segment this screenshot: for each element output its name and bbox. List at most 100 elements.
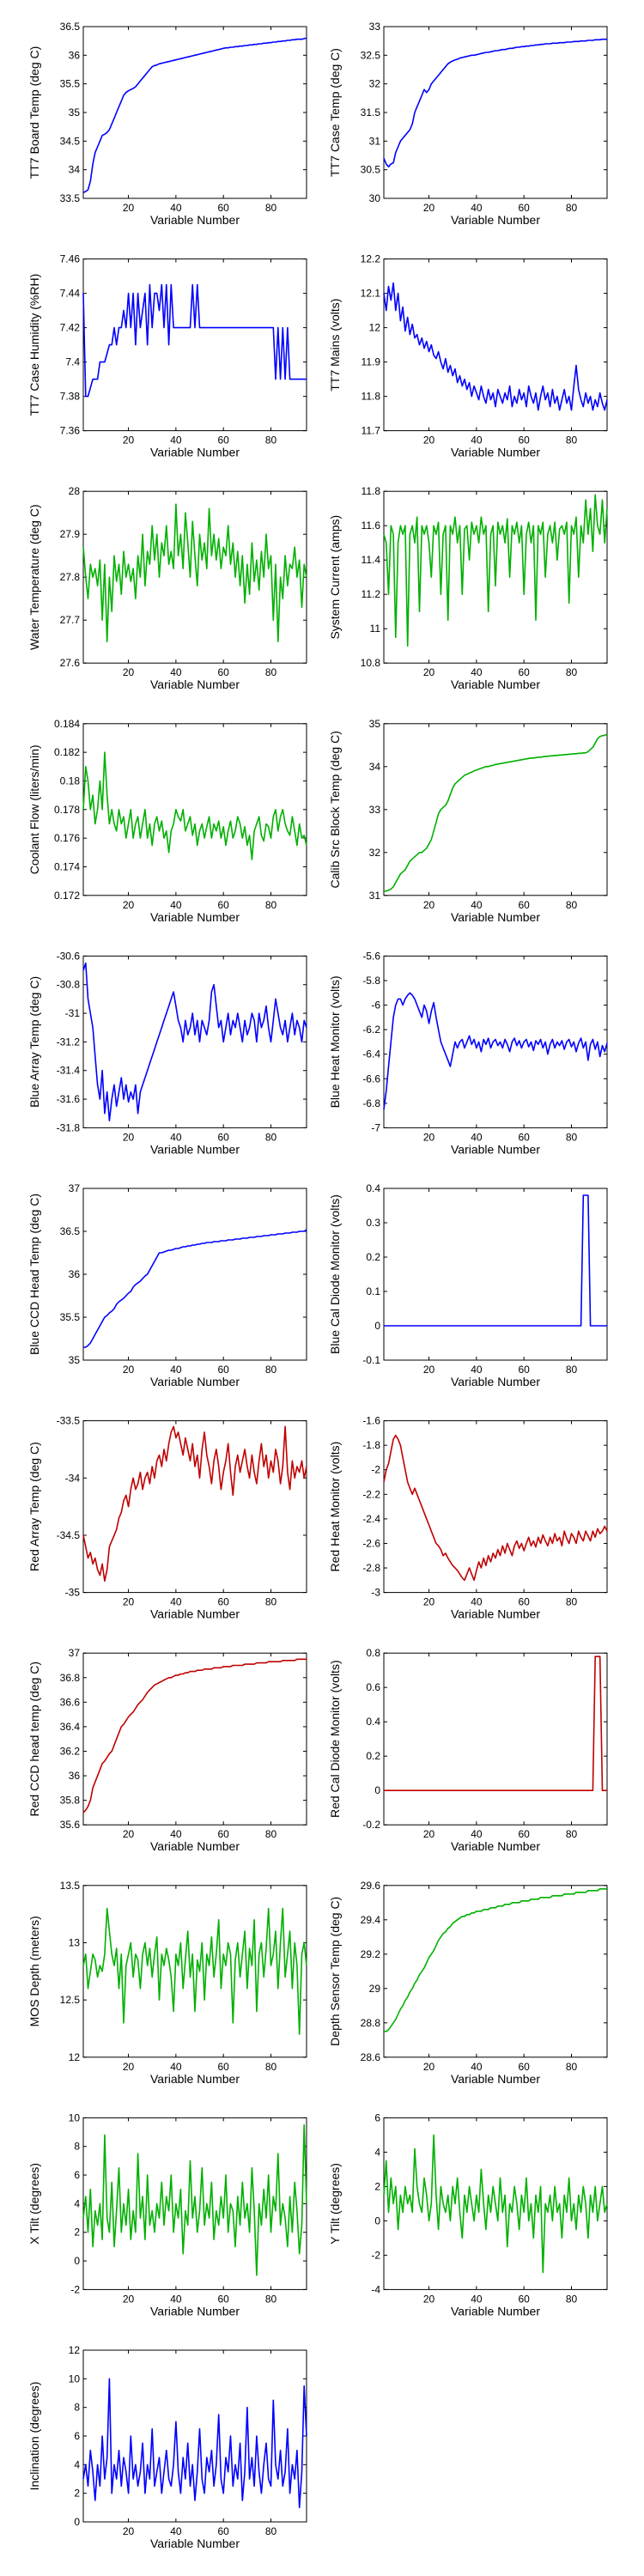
y-tick-label: 0.182: [54, 746, 80, 758]
series-line: [82, 2378, 307, 2509]
x-tick-label: 60: [218, 434, 230, 447]
y-tick-label: 30: [369, 192, 381, 204]
x-tick-label: 40: [471, 1828, 483, 1840]
x-tick-label: 60: [218, 899, 230, 911]
y-tick-label: 0.18: [60, 775, 81, 787]
y-tick-label: 4: [74, 2197, 80, 2209]
y-tick-label: 32: [369, 78, 381, 90]
y-axis-label: TT7 Case Temp (deg C): [328, 48, 342, 177]
x-tick-label: 40: [170, 2061, 182, 2073]
x-tick-label: 80: [265, 1131, 277, 1143]
chart-panel-15: 35.6 35.8 36 36.2 36.4 36.6 36.8 37 20 40 60 80 Vari…: [27, 1647, 307, 1853]
y-tick-label: 2: [74, 2227, 80, 2239]
y-tick-label: 0.1: [366, 1285, 380, 1297]
x-tick-label: 60: [519, 1364, 531, 1376]
y-tick-label: -31.2: [57, 1036, 81, 1048]
y-tick-label: 7.4: [65, 356, 80, 368]
y-tick-label: 34: [369, 761, 381, 773]
x-tick-label: 20: [423, 1364, 435, 1376]
x-tick-label: 40: [471, 1364, 483, 1376]
x-tick-label: 80: [265, 202, 277, 214]
y-axis-label: Depth Sensor Temp (deg C): [328, 1897, 342, 2046]
y-tick-label: 7.38: [60, 391, 81, 403]
x-axis-label: Variable Number: [150, 2072, 240, 2086]
x-tick-label: 80: [566, 899, 578, 911]
y-tick-label: 0.6: [366, 1681, 380, 1693]
series-line: [383, 2134, 608, 2274]
y-tick-label: 11: [370, 623, 381, 635]
y-axis-label: TT7 Board Temp (deg C): [27, 46, 41, 179]
x-axis-label: Variable Number: [451, 1142, 540, 1156]
x-tick-label: 40: [471, 202, 483, 214]
x-tick-label: 80: [265, 2525, 277, 2537]
y-tick-label: -2: [371, 2249, 380, 2261]
y-tick-label: 36: [69, 1770, 81, 1782]
x-tick-label: 60: [519, 899, 531, 911]
x-tick-label: 60: [519, 202, 531, 214]
x-tick-label: 80: [265, 1596, 277, 1608]
y-tick-label: 36.5: [60, 1225, 81, 1237]
y-tick-label: 36.6: [60, 1696, 81, 1708]
y-tick-label: -34: [65, 1472, 81, 1484]
y-tick-label: -6.2: [362, 1024, 380, 1036]
y-axis-label: Blue Cal Diode Monitor (volts): [328, 1194, 342, 1354]
y-tick-label: 0: [374, 1320, 380, 1332]
y-tick-label: 7.36: [60, 425, 81, 437]
y-tick-label: 36.8: [60, 1672, 81, 1684]
y-tick-label: 11.4: [361, 554, 381, 566]
chart-panel-19: -2 0 2 4 6 8 10 20 40 60 80 Variable Number X Tilt (…: [27, 2111, 307, 2318]
plot-frame: [383, 723, 608, 896]
y-tick-label: 13: [69, 1936, 81, 1948]
x-tick-label: 60: [218, 2293, 230, 2305]
y-tick-label: 12: [69, 2344, 81, 2356]
series-line: [383, 1434, 608, 1582]
y-tick-label: -0.2: [362, 1819, 380, 1831]
y-axis-label: Calib Src Block Temp (deg C): [328, 731, 342, 888]
x-tick-label: 40: [170, 899, 182, 911]
chart-panel-10: -7 -6.8 -6.6 -6.4 -6.2 -6 -5.8 -5.6 20 40 60 80 Vari…: [328, 950, 608, 1156]
x-tick-label: 20: [123, 666, 135, 678]
x-tick-label: 80: [566, 1364, 578, 1376]
y-tick-label: 35.5: [60, 78, 81, 90]
y-tick-label: -2.8: [362, 1562, 380, 1574]
x-tick-label: 20: [123, 434, 135, 447]
x-axis-label: Variable Number: [150, 213, 240, 227]
y-axis-label: Inclination (degrees): [27, 2382, 41, 2491]
x-tick-label: 20: [123, 2293, 135, 2305]
x-tick-label: 40: [170, 1596, 182, 1608]
y-tick-label: 30.5: [361, 164, 381, 176]
series-line: [82, 751, 307, 860]
y-tick-label: 35.6: [60, 1819, 81, 1831]
y-tick-label: 0: [374, 1784, 380, 1796]
x-tick-label: 60: [218, 666, 230, 678]
y-tick-label: 11.7: [361, 425, 381, 437]
x-tick-label: 40: [471, 899, 483, 911]
y-tick-label: 12.5: [60, 1994, 81, 2006]
series-line: [83, 1229, 307, 1348]
plot-frame: [383, 1885, 608, 2058]
y-tick-label: -2: [371, 1464, 380, 1476]
y-tick-label: -2.6: [362, 1537, 380, 1549]
x-tick-label: 60: [519, 434, 531, 447]
x-tick-label: 20: [423, 2293, 435, 2305]
series-line: [82, 1907, 307, 2035]
x-tick-label: 20: [123, 1596, 135, 1608]
y-tick-label: 10: [69, 2372, 81, 2385]
y-tick-label: 35.5: [60, 1311, 81, 1323]
x-tick-label: 40: [170, 202, 182, 214]
x-tick-label: 80: [265, 666, 277, 678]
y-tick-label: 36.5: [60, 21, 81, 33]
y-tick-label: 35.8: [60, 1795, 81, 1807]
x-tick-label: 80: [265, 1364, 277, 1376]
chart-panel-20: -4 -2 0 2 4 6 20 40 60 80 Variable Number Y Tilt (d…: [328, 2111, 608, 2318]
y-tick-label: 29.2: [361, 1948, 381, 1960]
x-tick-label: 20: [123, 1364, 135, 1376]
y-axis-label: Y Tilt (degrees): [328, 2163, 342, 2245]
y-tick-label: 11.2: [361, 588, 381, 600]
y-tick-label: 0.8: [366, 1647, 380, 1659]
x-axis-label: Variable Number: [451, 1839, 540, 1853]
y-tick-label: 0.184: [54, 718, 80, 730]
x-tick-label: 80: [265, 2293, 277, 2305]
x-tick-label: 40: [471, 434, 483, 447]
y-tick-label: 0: [374, 2215, 380, 2227]
